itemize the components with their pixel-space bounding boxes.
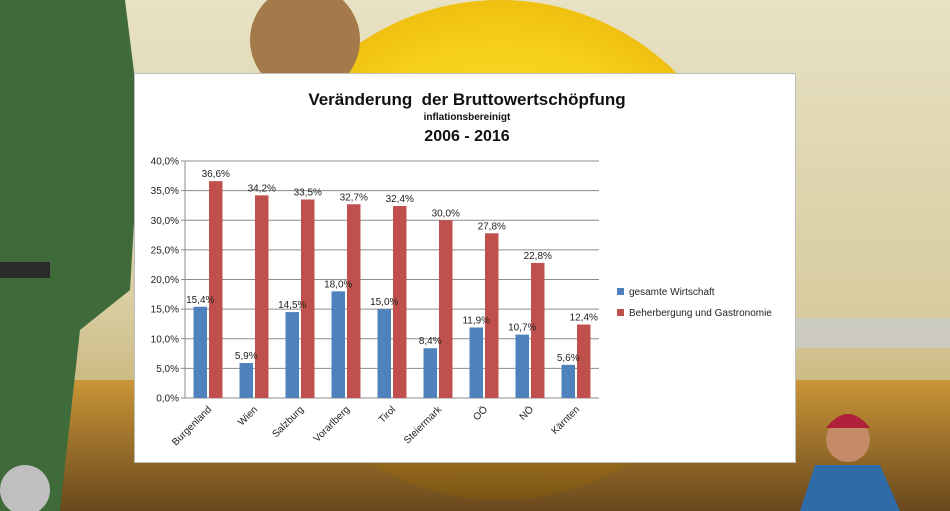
y-tick-label: 10,0%: [151, 334, 179, 345]
bar-gesamte-wirtschaft-0: [193, 306, 207, 398]
data-label: 11,9%: [462, 315, 490, 326]
bar-gesamte-wirtschaft-8: [561, 364, 575, 398]
bar-beherbergung-0: [209, 181, 223, 398]
data-label: 15,0%: [370, 297, 398, 308]
y-tick-label: 40,0%: [151, 157, 179, 168]
x-tick-label: Kärnten: [550, 404, 583, 437]
data-label: 10,7%: [508, 323, 536, 334]
y-tick-label: 35,0%: [151, 186, 179, 197]
child-head-shape: [826, 418, 870, 462]
data-label: 5,6%: [557, 353, 580, 364]
bar-gesamte-wirtschaft-1: [239, 363, 253, 398]
bar-gesamte-wirtschaft-3: [331, 291, 345, 398]
data-label: 15,4%: [186, 295, 214, 306]
x-tick-label: Vorarlberg: [312, 404, 352, 444]
legend-swatch: [617, 309, 624, 316]
chart-title: Veränderung der Bruttowertschöpfung: [308, 90, 625, 109]
bar-chart: Veränderung der Bruttowertschöpfung infl…: [151, 90, 773, 448]
data-label: 18,0%: [324, 279, 352, 290]
bar-gesamte-wirtschaft-6: [469, 327, 483, 398]
x-tick-label: Tirol: [377, 404, 398, 425]
x-tick-label: Burgenland: [170, 404, 214, 448]
bar-beherbergung-5: [439, 220, 453, 398]
y-tick-label: 25,0%: [151, 245, 179, 256]
bar-gesamte-wirtschaft-2: [285, 312, 299, 398]
chart-panel: Veränderung der Bruttowertschöpfung infl…: [134, 73, 796, 463]
y-tick-label: 0,0%: [156, 394, 179, 405]
data-label: 14,5%: [278, 300, 306, 311]
bar-beherbergung-4: [393, 206, 407, 398]
legend-label: Beherbergung und Gastronomie: [629, 308, 772, 319]
y-tick-label: 20,0%: [151, 275, 179, 286]
y-tick-label: 30,0%: [151, 216, 179, 227]
data-label: 12,4%: [570, 313, 598, 324]
bar-beherbergung-6: [485, 233, 499, 398]
x-tick-label: OÖ: [471, 403, 491, 423]
y-tick-label: 5,0%: [156, 364, 179, 375]
chart-period: 2006 - 2016: [424, 128, 510, 145]
bar-beherbergung-8: [577, 324, 591, 398]
data-label: 32,7%: [340, 192, 368, 203]
bar-gesamte-wirtschaft-7: [515, 334, 529, 398]
bar-gesamte-wirtschaft-5: [423, 348, 437, 398]
data-label: 27,8%: [478, 221, 506, 232]
y-tick-label: 15,0%: [151, 305, 179, 316]
bar-gesamte-wirtschaft-4: [377, 309, 391, 398]
data-label: 30,0%: [432, 208, 460, 219]
data-label: 8,4%: [419, 336, 442, 347]
bar-beherbergung-2: [301, 199, 315, 398]
x-tick-label: Steiermark: [402, 404, 445, 447]
x-tick-label: Wien: [236, 404, 260, 428]
data-label: 36,6%: [202, 169, 230, 180]
bar-beherbergung-7: [531, 262, 545, 398]
data-label: 22,8%: [524, 251, 552, 262]
chart-subtitle: inflationsbereinigt: [424, 112, 511, 123]
cyclist-left-shape: [0, 0, 140, 511]
x-tick-label: NÖ: [517, 403, 536, 422]
data-label: 33,5%: [294, 188, 322, 199]
bar-beherbergung-1: [255, 195, 269, 398]
x-tick-label: Salzburg: [270, 404, 306, 440]
bar-beherbergung-3: [347, 204, 361, 398]
data-label: 34,2%: [248, 183, 276, 194]
data-label: 5,9%: [235, 351, 258, 362]
data-label: 32,4%: [386, 194, 414, 205]
legend-swatch: [617, 288, 624, 295]
legend-label: gesamte Wirtschaft: [629, 287, 715, 298]
